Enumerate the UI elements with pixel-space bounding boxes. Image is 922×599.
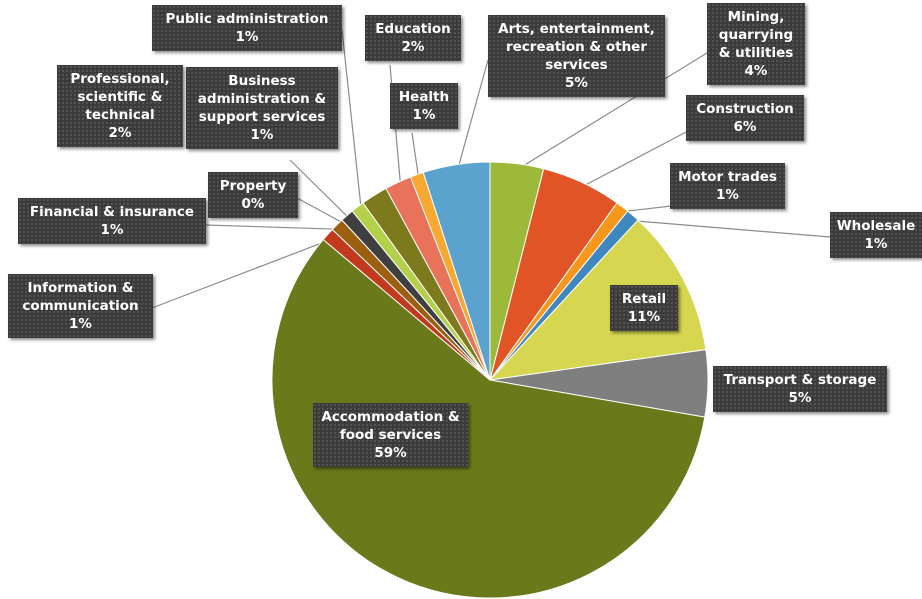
data-label: Health 1%: [390, 83, 458, 129]
leader-line: [618, 204, 681, 213]
pie-slice: [271, 238, 706, 599]
category-name: Retail: [621, 291, 667, 307]
category-name: Education: [375, 21, 451, 37]
value-label: 5%: [788, 390, 812, 406]
value-label: 0%: [241, 196, 265, 212]
category-name: Mining, quarrying & utilities: [718, 9, 794, 61]
pie-slice: [488, 219, 707, 381]
value-label: 2%: [401, 39, 425, 55]
data-label: Financial & insurance 1%: [18, 198, 206, 244]
pie-slice: [422, 161, 491, 381]
value-label: 1%: [250, 127, 274, 143]
category-name: Arts, entertainment, recreation & other …: [498, 21, 655, 73]
leader-line: [411, 132, 420, 181]
category-name: Property: [219, 178, 287, 194]
category-name: Wholesale: [836, 218, 916, 234]
category-name: Professional, scientific & technical: [70, 71, 170, 123]
leader-line: [204, 224, 342, 230]
value-label: 1%: [412, 107, 436, 123]
category-name: Transport & storage: [723, 372, 877, 388]
leader-line: [151, 238, 333, 309]
value-label: 5%: [565, 75, 588, 91]
data-label: Mining, quarrying & utilities 4%: [707, 3, 805, 85]
category-name: Motor trades: [678, 169, 777, 185]
data-label: Motor trades 1%: [670, 163, 785, 209]
leader-line: [628, 219, 831, 238]
data-label: Retail 11%: [610, 285, 678, 331]
value-label: 2%: [108, 125, 132, 141]
leader-lines: [151, 29, 831, 309]
value-label: 1%: [716, 187, 739, 203]
data-label: Arts, entertainment, recreation & other …: [488, 15, 665, 97]
leader-line: [289, 159, 352, 221]
data-label: Professional, scientific & technical 2%: [57, 65, 183, 147]
value-label: 1%: [235, 29, 259, 45]
data-label: Public administration 1%: [152, 5, 342, 51]
value-label: 59%: [374, 445, 407, 461]
value-label: 4%: [744, 63, 768, 79]
category-name: Health: [398, 89, 450, 105]
slices: [271, 161, 709, 599]
data-label: Construction 6%: [686, 95, 804, 141]
category-name: Public administration: [165, 11, 329, 27]
data-label: Business administration & support servic…: [186, 67, 338, 149]
category-name: Information & communication: [22, 280, 139, 314]
data-label: Wholesale 1%: [830, 212, 922, 258]
value-label: 1%: [864, 236, 888, 252]
data-label: Property 0%: [208, 172, 298, 218]
value-label: 1%: [100, 222, 124, 238]
leader-line: [456, 59, 489, 172]
leader-line: [296, 197, 347, 226]
leader-line: [515, 44, 721, 171]
category-name: Business administration & support servic…: [197, 73, 327, 125]
value-label: 6%: [733, 119, 757, 135]
category-name: Accommodation & food services: [321, 409, 460, 443]
category-name: Financial & insurance: [29, 204, 195, 220]
leader-line: [341, 29, 363, 213]
value-label: 11%: [627, 309, 661, 325]
data-label: Education 2%: [365, 15, 461, 61]
data-label: Accommodation & food services 59%: [313, 403, 468, 467]
data-label: Transport & storage 5%: [713, 366, 887, 412]
data-label: Information & communication 1%: [8, 274, 153, 338]
leader-line: [578, 129, 691, 189]
value-label: 1%: [69, 316, 92, 332]
category-name: Construction: [696, 101, 794, 117]
